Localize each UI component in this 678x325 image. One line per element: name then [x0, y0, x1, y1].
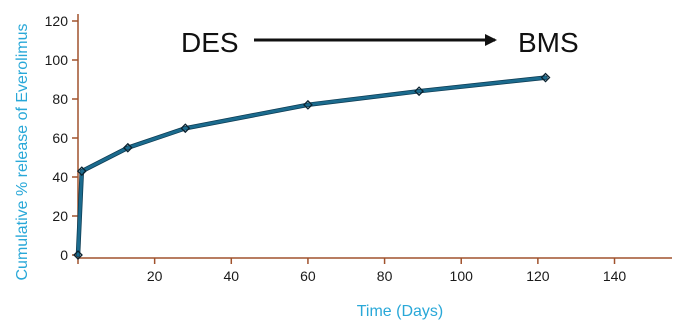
- x-tick-label: 60: [300, 268, 316, 284]
- x-axis-title: Time (Days): [357, 303, 444, 320]
- x-tick-label: 100: [450, 268, 474, 284]
- y-tick-label: 0: [60, 247, 68, 263]
- x-tick-label: 80: [377, 268, 393, 284]
- y-tick-label: 120: [45, 13, 69, 29]
- data-point: [180, 123, 191, 134]
- x-tick-label: 120: [526, 268, 550, 284]
- y-tick-label: 20: [52, 208, 68, 224]
- y-tick-label: 100: [45, 52, 69, 68]
- data-point: [76, 166, 87, 177]
- data-point: [122, 142, 133, 153]
- y-tick-label: 80: [52, 91, 68, 107]
- x-tick-label: 40: [224, 268, 240, 284]
- y-axis-title: Cumulative % release of Everolimus: [14, 24, 31, 281]
- data-point: [540, 72, 551, 83]
- y-tick-label: 40: [52, 169, 68, 185]
- annotation-des-label: DES: [181, 27, 239, 58]
- y-ticks: 0 20 40 60 80 100 120: [45, 13, 78, 263]
- x-tick-label: 20: [147, 268, 163, 284]
- annotation-bms-label: BMS: [518, 27, 579, 58]
- y-tick-label: 60: [52, 130, 68, 146]
- data-point: [303, 99, 313, 110]
- data-point: [73, 250, 83, 260]
- data-point: [414, 86, 424, 97]
- x-ticks: 20 40 60 80 100 120 140: [77, 258, 627, 284]
- series-layer: [73, 72, 551, 260]
- x-tick-label: 140: [603, 268, 627, 284]
- series-line: [76, 76, 547, 257]
